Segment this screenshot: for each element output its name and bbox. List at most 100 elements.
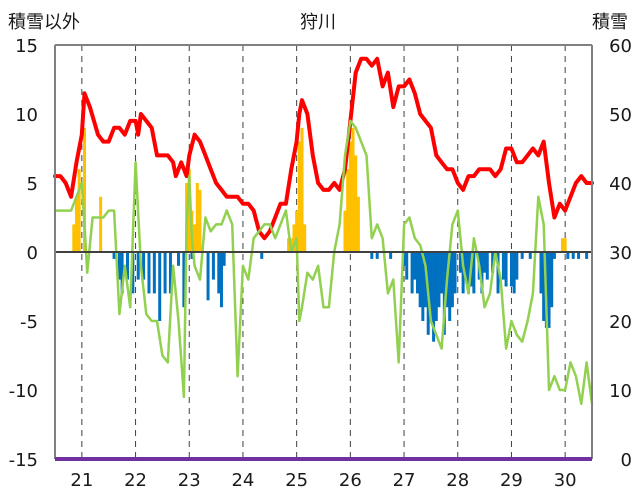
decrease-bar-34: [432, 252, 436, 342]
snowfall-bar-10: [198, 189, 202, 252]
decrease-bar-30: [421, 252, 425, 321]
decrease-bar-57: [509, 252, 513, 287]
snowfall-bar-25: [563, 238, 567, 252]
decrease-bar-44: [461, 252, 465, 294]
left-tick-label: -10: [9, 381, 38, 402]
x-tick-label: 22: [124, 470, 147, 491]
left-tick-label: 10: [15, 105, 38, 126]
snowfall-bar-21: [351, 127, 355, 252]
decrease-bar-17: [217, 252, 221, 294]
x-tick-label: 26: [339, 470, 362, 491]
decrease-bar-70: [577, 252, 581, 259]
snowfall-bar-23: [356, 196, 360, 252]
snowfall-bar-3: [83, 127, 87, 252]
x-tick-label: 27: [393, 470, 416, 491]
left-tick-label: 15: [15, 36, 38, 57]
decrease-bar-40: [448, 252, 452, 321]
decrease-bar-1: [117, 252, 121, 280]
decrease-bar-67: [552, 252, 556, 259]
snowfall-bar-6: [187, 169, 191, 252]
snowfall-bar-2: [77, 169, 81, 252]
decrease-bar-14: [190, 252, 194, 259]
decrease-bar-38: [442, 252, 446, 335]
decrease-bar-50: [480, 252, 484, 294]
decrease-bar-43: [458, 252, 462, 273]
decrease-bar-60: [520, 252, 524, 259]
decrease-bar-24: [402, 252, 406, 266]
decrease-bar-36: [437, 252, 441, 308]
decrease-bar-33: [429, 252, 433, 321]
decrease-bar-7: [147, 252, 151, 294]
decrease-bar-18: [219, 252, 223, 308]
decrease-bar-6: [142, 252, 146, 280]
decrease-bar-52: [485, 252, 489, 280]
decrease-bar-48: [472, 252, 476, 294]
snowfall-bar-14: [295, 210, 299, 252]
right-tick-label: 0: [621, 450, 632, 471]
left-axis-title: 積雪以外: [8, 12, 80, 33]
decrease-bar-26: [410, 252, 414, 294]
x-tick-label: 25: [285, 470, 308, 491]
decrease-bar-29: [418, 252, 422, 308]
snowfall-bar-0: [72, 224, 76, 252]
decrease-bar-25: [405, 252, 409, 280]
snowfall-bar-16: [300, 127, 304, 252]
right-tick-label: 60: [609, 36, 632, 57]
decrease-bar-63: [542, 252, 546, 321]
decrease-bar-41: [450, 252, 454, 308]
decrease-bar-15: [206, 252, 210, 301]
decrease-bar-46: [466, 252, 470, 294]
snowfall-bar-18: [343, 210, 347, 252]
decrease-bar-69: [571, 252, 575, 259]
decrease-bar-42: [453, 252, 457, 294]
x-tick-label: 29: [500, 470, 523, 491]
decrease-bar-21: [370, 252, 374, 259]
decrease-bar-4: [131, 252, 135, 294]
decrease-bar-61: [528, 252, 532, 259]
decrease-bar-56: [504, 252, 508, 287]
right-tick-label: 10: [609, 381, 632, 402]
snowfall-bar-17: [303, 224, 307, 252]
snowfall-bar-1: [74, 196, 78, 252]
decrease-bar-37: [440, 252, 444, 294]
decrease-bar-62: [539, 252, 543, 294]
x-tick-label: 23: [178, 470, 201, 491]
x-tick-label: 28: [446, 470, 469, 491]
decrease-bar-16: [211, 252, 215, 280]
snowfall-bar-24: [560, 238, 564, 252]
decrease-bar-68: [566, 252, 570, 259]
decrease-bar-12: [177, 252, 181, 266]
decrease-bar-59: [515, 252, 519, 280]
x-tick-label: 21: [70, 470, 93, 491]
snowfall-bar-9: [195, 183, 199, 252]
decrease-bar-35: [434, 252, 438, 321]
snowfall-bar-11: [287, 238, 291, 252]
right-tick-label: 50: [609, 105, 632, 126]
left-tick-label: -5: [20, 312, 38, 333]
decrease-bar-53: [491, 252, 495, 273]
decrease-bar-66: [550, 252, 554, 308]
snowfall-bar-13: [292, 224, 296, 252]
grid: [81, 45, 566, 459]
decrease-bar-19: [222, 252, 226, 266]
snowfall-bar-8: [193, 224, 197, 252]
decrease-bar-71: [585, 252, 589, 259]
decrease-bar-51: [483, 252, 487, 273]
left-tick-label: -15: [9, 450, 38, 471]
decrease-bar-13: [182, 252, 186, 308]
temperature-line: [53, 119, 594, 406]
decrease-bar-31: [424, 252, 428, 308]
decrease-bar-3: [125, 252, 129, 280]
right-tick-label: 30: [609, 243, 632, 264]
left-tick-label: 5: [27, 174, 38, 195]
x-tick-label: 30: [554, 470, 577, 491]
chart-title: 狩川: [300, 12, 336, 33]
decrease-bar-10: [163, 252, 167, 294]
decrease-bar-0: [112, 252, 116, 259]
snowfall-bar-22: [354, 155, 358, 252]
right-tick-label: 20: [609, 312, 632, 333]
decrease-bar-9: [158, 252, 162, 321]
decrease-bar-22: [375, 252, 379, 259]
snow-depth-line: [53, 56, 594, 241]
